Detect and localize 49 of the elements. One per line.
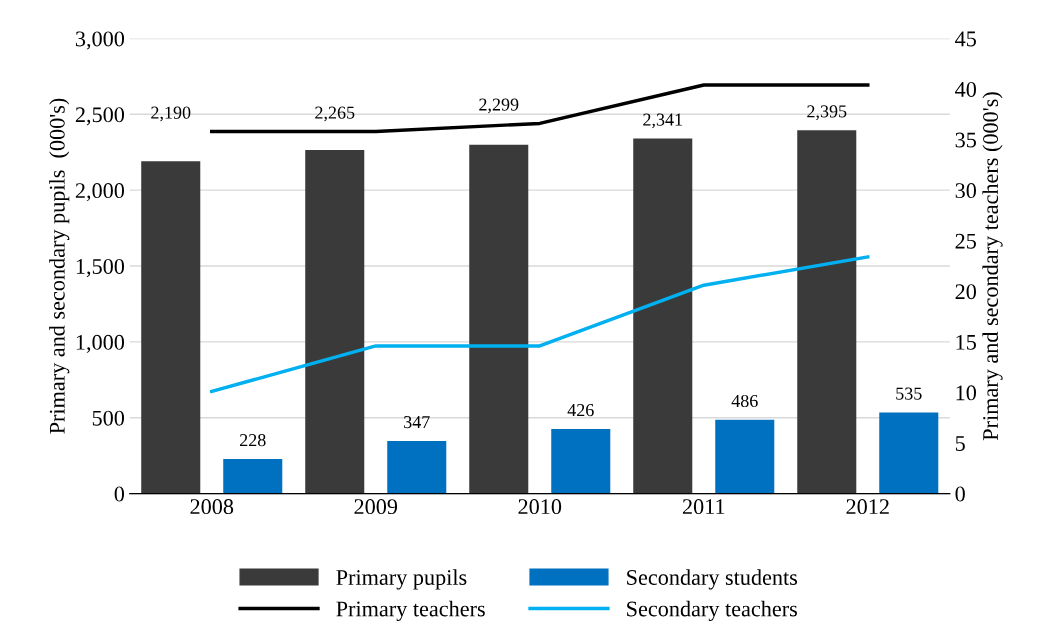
y-tick-label: 1,500 (76, 258, 125, 278)
data-label: 2,190 (151, 106, 191, 122)
y-tick-label: 3,000 (75, 31, 125, 50)
legend-label: Secondary teachers (627, 600, 797, 621)
data-label: 535 (896, 387, 922, 400)
legend-label: Secondary students (627, 569, 798, 590)
y2-tick-label: 5 (955, 436, 965, 451)
y2-tick-label: 25 (955, 233, 976, 249)
bar (387, 440, 447, 494)
y2-tick-label: 35 (955, 132, 976, 148)
data-label: 486 (731, 394, 758, 408)
y2-tick-label: 0 (955, 486, 965, 502)
y2-tick-label: 10 (956, 385, 977, 401)
bar (551, 428, 611, 494)
y-tick-label: 1,000 (76, 334, 125, 353)
legend-label: Primary teachers (336, 600, 485, 621)
y2-tick-label: 20 (955, 284, 977, 300)
y2-tick-label: 30 (955, 183, 977, 199)
x-tick-label: 2008 (190, 499, 234, 515)
y2-tick-label: 15 (956, 334, 976, 350)
y-tick-label: 500 (92, 410, 125, 426)
data-label: 2,341 (643, 113, 682, 129)
bar (305, 149, 365, 494)
bar (879, 412, 939, 494)
line-series (210, 255, 870, 394)
y-tick-label: 2,000 (75, 183, 125, 202)
y-axis-title: Primary and secondary pupils (000's) (49, 98, 70, 434)
x-tick-label: 2009 (354, 499, 398, 515)
data-label: 2,395 (807, 105, 847, 121)
data-label: 426 (567, 404, 594, 417)
bar (715, 419, 775, 494)
bar (141, 161, 201, 494)
y2-tick-label: 45 (955, 31, 976, 47)
bar (797, 130, 857, 494)
data-label: 2,265 (315, 106, 355, 122)
bar (223, 458, 283, 494)
y-tick-label: 0 (114, 486, 125, 502)
x-tick-label: 2010 (518, 499, 562, 515)
y2-axis-title: Primary and secondary teachers (000's) (982, 92, 1003, 441)
x-tick-label: 2012 (846, 499, 889, 515)
y2-tick-label: 40 (955, 81, 977, 97)
data-label: 228 (240, 434, 266, 447)
data-label: 347 (404, 416, 430, 429)
y-tick-label: 2,500 (75, 107, 125, 126)
x-tick-label: 2011 (682, 499, 725, 515)
legend-label: Primary pupils (336, 569, 467, 590)
bar (469, 144, 529, 494)
data-label: 2,299 (479, 98, 519, 114)
bar (633, 138, 693, 494)
